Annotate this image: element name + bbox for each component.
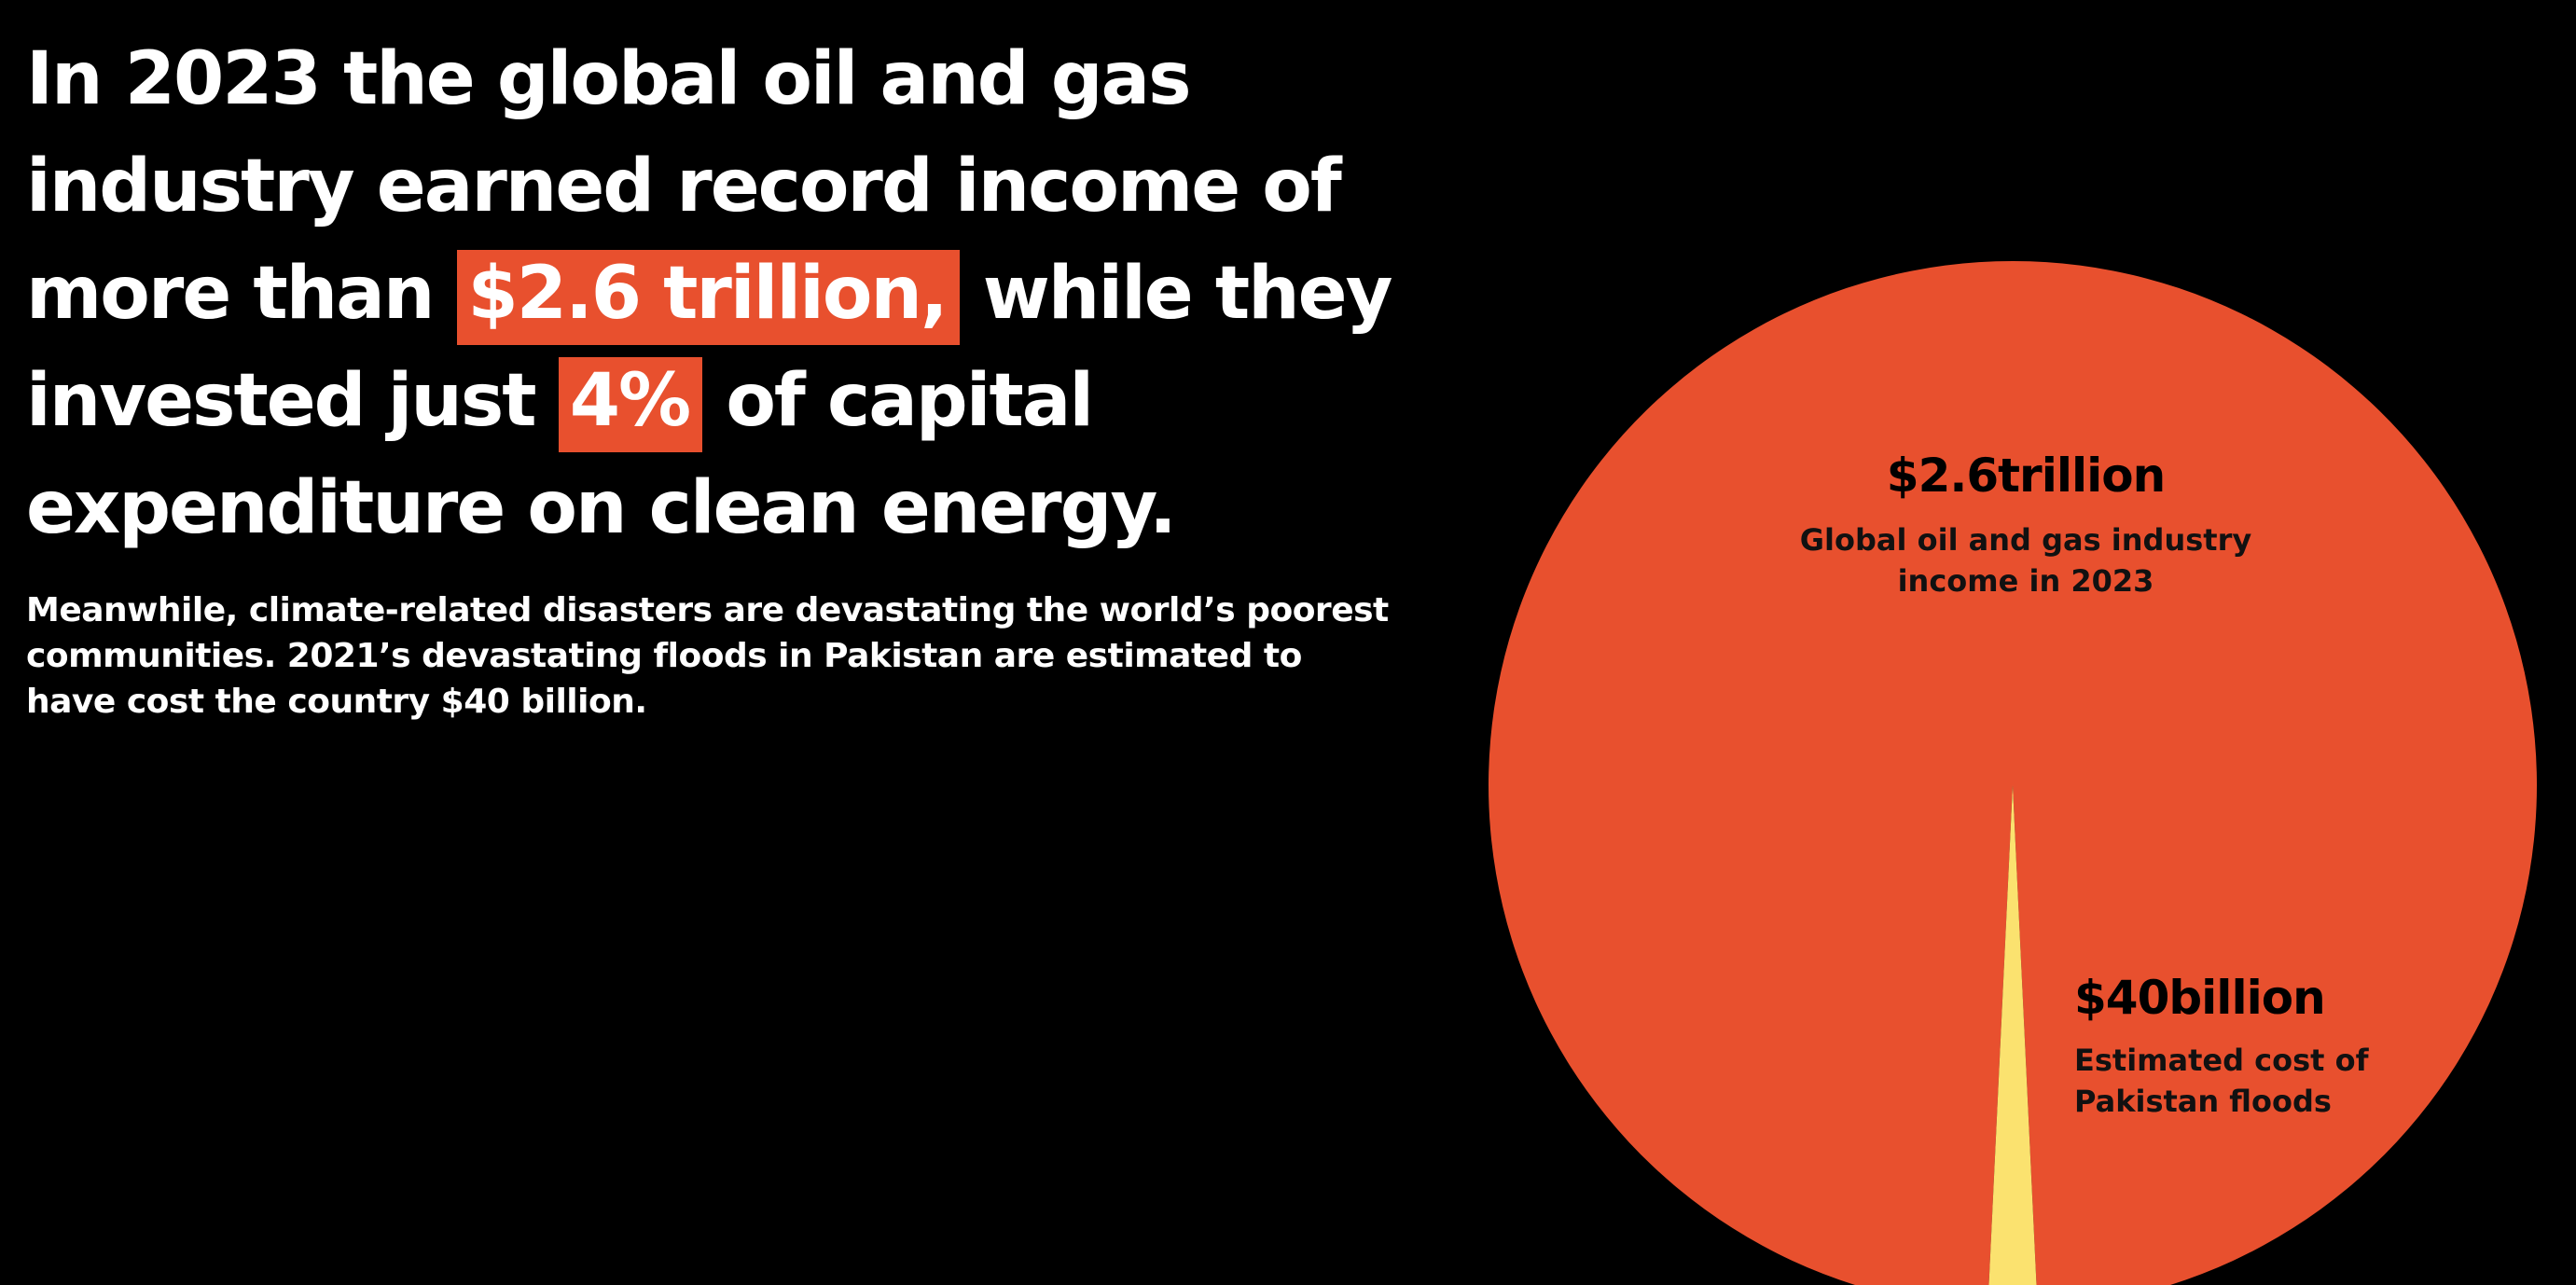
- pie-slices: [1489, 261, 2537, 1285]
- pie-slice-oil-gas-income: [1489, 261, 2537, 1285]
- slice-desc-income-line1: Global oil and gas industry: [1800, 522, 2252, 558]
- headline-text-1: In 2023 the global oil and gas industry …: [26, 37, 1342, 336]
- slice-label-income: $2.6trillion: [1887, 449, 2165, 503]
- pie-slice-pakistan-floods: [1988, 785, 2037, 1285]
- slice-desc-floods-line1: Estimated cost of: [2074, 1043, 2370, 1078]
- headline-highlight-percent: 4%: [558, 357, 703, 452]
- slice-label-floods: $40billion: [2074, 971, 2325, 1025]
- body-paragraph: Meanwhile, climate-related disasters are…: [26, 591, 1389, 721]
- headline: In 2023 the global oil and gas industry …: [26, 26, 1406, 562]
- headline-highlight-income: $2.6 trillion,: [456, 250, 960, 345]
- headline-text-3: of capital expenditure on clean energy.: [26, 359, 1177, 550]
- slice-desc-income-line2: income in 2023: [1898, 563, 2154, 599]
- slice-desc-floods-line2: Pakistan floods: [2074, 1084, 2332, 1119]
- headline-text-2: while they invested just: [26, 252, 1392, 443]
